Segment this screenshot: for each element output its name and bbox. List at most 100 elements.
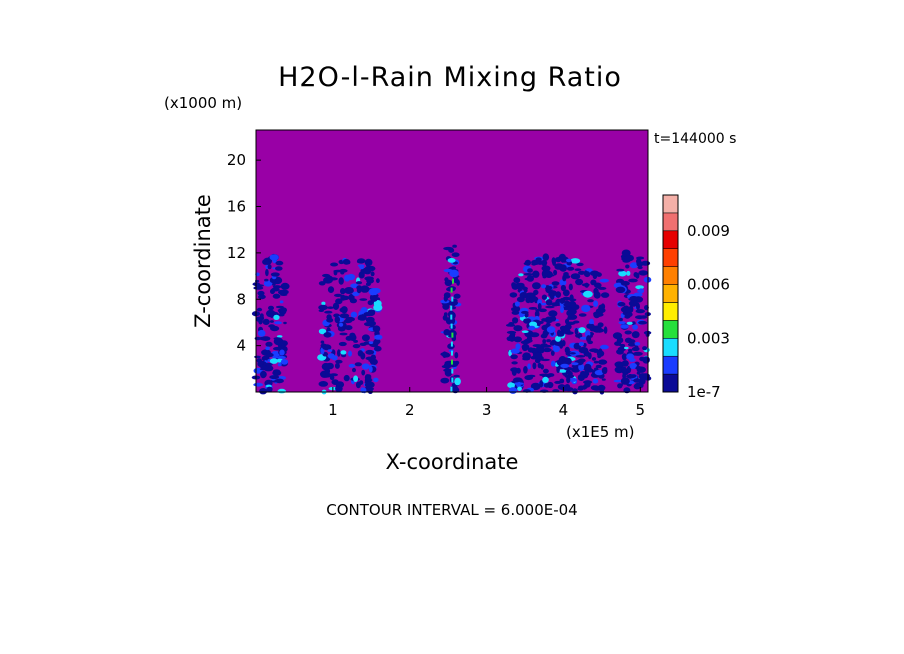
rain-cell <box>515 343 521 350</box>
rain-cell <box>370 271 375 277</box>
rain-cell <box>556 366 560 373</box>
rain-cell <box>541 294 548 300</box>
rain-cell <box>550 316 557 322</box>
rain-cell <box>586 335 592 343</box>
rain-cell <box>338 322 344 327</box>
rain-cell <box>578 363 585 371</box>
rain-cell <box>578 346 589 354</box>
rain-cell <box>359 380 364 385</box>
rain-cell <box>564 346 570 354</box>
rain-cell <box>334 362 340 369</box>
rain-cell <box>600 303 606 310</box>
rain-cell <box>324 310 333 314</box>
rain-cell <box>528 297 535 304</box>
rain-cell <box>566 266 575 271</box>
rain-region <box>251 253 290 395</box>
rain-cell <box>617 302 626 307</box>
rain-cell <box>540 364 544 370</box>
rain-cell <box>265 269 269 277</box>
rain-cell <box>274 321 282 325</box>
rain-cell <box>530 382 541 391</box>
rain-cell <box>593 313 603 318</box>
colorbar-swatch <box>662 248 679 267</box>
rain-cell <box>259 313 264 319</box>
rain-cell <box>511 368 517 376</box>
rain-cell <box>361 369 366 376</box>
rain-cell <box>551 281 560 286</box>
rain-cell <box>339 332 348 336</box>
rain-cell <box>368 277 374 280</box>
rain-cell <box>547 373 555 377</box>
rain-cell <box>334 316 340 324</box>
rain-cell <box>638 377 646 385</box>
colorbar-label: 1e-7 <box>687 383 721 401</box>
rain-core-cell <box>450 305 453 311</box>
rain-cell <box>560 363 570 368</box>
rain-cell <box>554 257 562 263</box>
rain-cell <box>326 275 333 282</box>
rain-cell <box>542 376 549 383</box>
rain-cell <box>276 355 286 360</box>
rain-cell <box>254 284 264 287</box>
rain-cell <box>566 258 572 263</box>
rain-core-cell <box>451 359 453 365</box>
rain-cell <box>360 352 366 360</box>
rain-cell <box>593 360 599 364</box>
rain-cell <box>451 252 460 257</box>
rain-cell <box>281 291 289 295</box>
rain-cell <box>273 369 281 374</box>
rain-cell <box>524 259 532 266</box>
rain-cell <box>278 313 285 317</box>
rain-cell <box>568 377 578 382</box>
rain-cell <box>638 270 648 276</box>
rain-cell <box>344 325 353 331</box>
rain-cell <box>448 360 459 368</box>
rain-cell <box>364 258 373 266</box>
rain-cell <box>350 311 358 318</box>
rain-cell <box>562 300 571 307</box>
rain-cell <box>620 344 625 348</box>
rain-cell <box>268 324 276 328</box>
rain-cell <box>337 325 346 332</box>
colorbar-swatch <box>662 320 679 339</box>
rain-cell <box>628 278 638 283</box>
rain-cell <box>275 266 283 271</box>
rain-cell <box>365 375 372 382</box>
rain-cell <box>627 374 633 379</box>
rain-cell <box>374 334 383 340</box>
rain-cell <box>264 278 269 282</box>
rain-cell <box>542 339 547 344</box>
rain-core-cell <box>450 386 453 392</box>
rain-cell <box>584 271 591 278</box>
rain-cell <box>536 346 545 353</box>
rain-cell <box>621 249 631 257</box>
rain-cell <box>546 326 556 333</box>
rain-cell <box>342 258 351 265</box>
rain-cell <box>595 364 602 369</box>
rain-cell <box>542 368 549 374</box>
rain-cell <box>348 350 352 357</box>
rain-cell <box>629 362 637 370</box>
rain-cell <box>365 349 375 355</box>
rain-cell <box>348 363 356 368</box>
rain-cell <box>642 346 648 351</box>
rain-cell <box>529 321 538 327</box>
rain-cell <box>559 378 565 384</box>
rain-cell <box>365 316 375 323</box>
rain-cell <box>636 261 644 267</box>
rain-cell <box>268 305 274 311</box>
rain-cell <box>589 270 600 277</box>
rain-cell <box>318 328 327 335</box>
rain-cell <box>327 349 333 352</box>
rain-cell <box>521 343 530 351</box>
rain-cell <box>633 351 643 356</box>
rain-cell <box>570 273 581 280</box>
rain-cell <box>269 358 278 364</box>
rain-cell <box>257 329 266 337</box>
rain-cell <box>269 320 274 323</box>
rain-cell <box>443 246 454 251</box>
rain-cell <box>265 346 270 351</box>
rain-cell <box>280 359 289 365</box>
rain-cell <box>452 244 457 248</box>
rain-cell <box>353 375 359 383</box>
